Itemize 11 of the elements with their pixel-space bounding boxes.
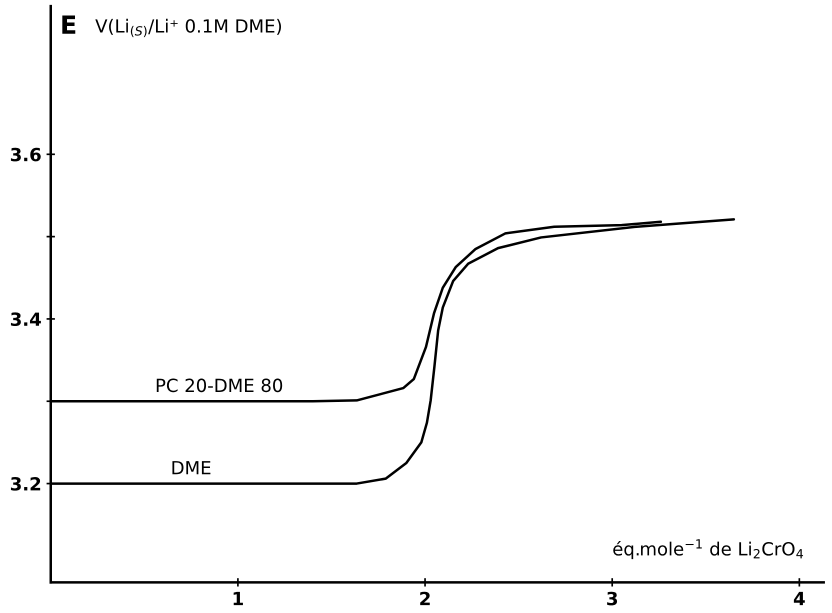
- y-tick-label: 3.2: [10, 477, 40, 491]
- x-tick-label: 1: [234, 592, 243, 606]
- y-tick-label: 3.4: [10, 312, 41, 326]
- x-tick-label: 2: [420, 592, 430, 606]
- x-tick-label: 4: [794, 592, 805, 606]
- y-tick-label: 3.6: [10, 148, 41, 162]
- x-axis-title: éq.mole$^{−1}$ de Li$_{2}$CrO$_{4}$: [613, 539, 804, 560]
- series-label: DME: [172, 461, 210, 474]
- y-axis-title: E V(Li$_{(S)}$/Li⁺ 0.1M DME): [62, 16, 282, 38]
- x-tick-label: 3: [607, 592, 618, 606]
- series-label: PC 20-DME 80: [156, 378, 282, 392]
